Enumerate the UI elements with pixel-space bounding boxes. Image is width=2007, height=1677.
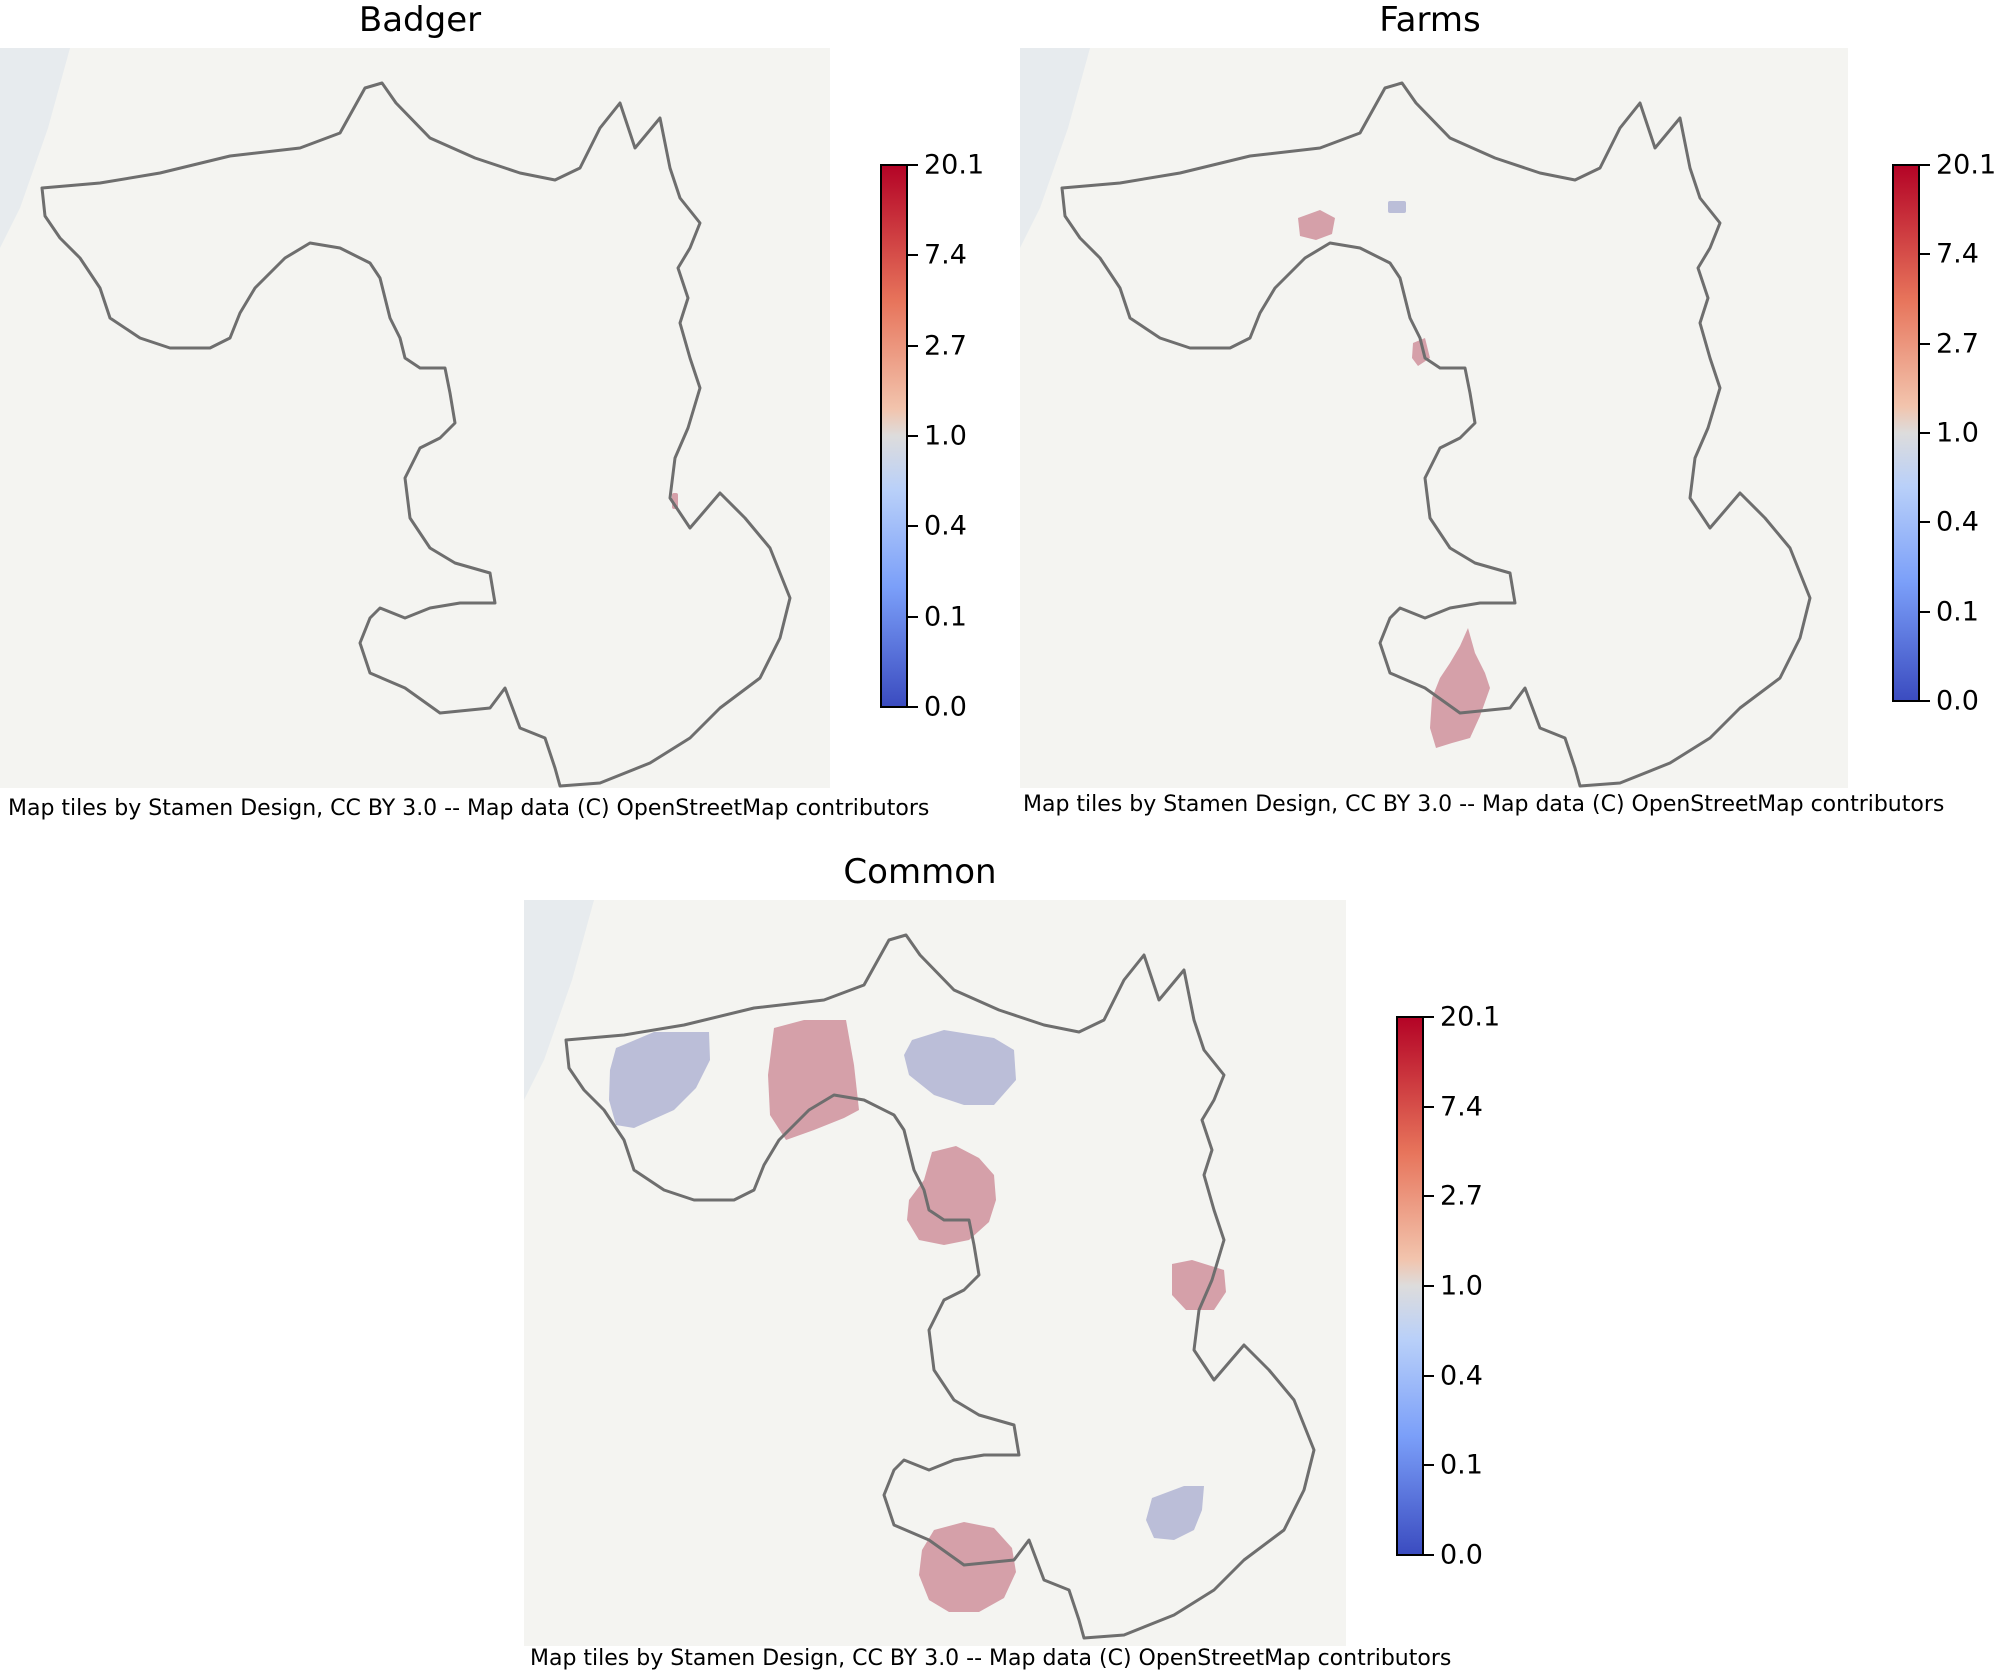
colorbar-gradient [880, 164, 908, 708]
colorbar-tick-label: 7.4 [1936, 238, 1979, 270]
colorbar-tick-label: 1.0 [1936, 417, 1979, 449]
patch-farms-3 [1430, 628, 1490, 748]
map-badger-svg [0, 48, 830, 788]
colorbar-tick [1424, 1285, 1434, 1287]
colorbar-badger: 20.1 7.4 2.7 1.0 0.4 0.1 0.0 [880, 152, 1000, 721]
colorbar-tick-label: 0.0 [1936, 685, 1979, 717]
colorbar-tick [1920, 432, 1930, 434]
map-common[interactable] [524, 900, 1346, 1646]
colorbar-tick-label: 2.7 [1440, 1180, 1483, 1212]
map-tile-background [0, 48, 830, 788]
colorbar-tick-label: 20.1 [1936, 149, 1997, 181]
patch-common-0 [609, 1032, 710, 1128]
colorbar-tick-label: 0.0 [1440, 1539, 1483, 1571]
colorbar-common: 20.1 7.4 2.7 1.0 0.4 0.1 0.0 [1396, 1004, 1511, 1569]
map-badger[interactable] [0, 48, 830, 788]
patch-common-4 [1172, 1260, 1226, 1310]
colorbar-tick-label: 1.0 [1440, 1270, 1483, 1302]
colorbar-tick [1920, 342, 1930, 345]
colorbar-tick [908, 525, 918, 528]
colorbar-tick [1424, 1195, 1434, 1198]
colorbar-tick-label: 20.1 [1440, 1001, 1501, 1033]
patch-farms-0 [1298, 210, 1335, 240]
panel-title-badger: Badger [358, 0, 482, 40]
colorbar-tick-label: 0.4 [1936, 506, 1979, 538]
sea-area [524, 900, 594, 1100]
colorbar-tick-label: 2.7 [924, 330, 967, 362]
colorbar-tick [908, 615, 918, 618]
patch-common-5 [1146, 1486, 1204, 1540]
map-farms[interactable] [1020, 48, 1848, 788]
patch-common-2 [904, 1030, 1016, 1105]
colorbar-tick-label: 20.1 [924, 149, 985, 181]
colorbar-tick [1920, 253, 1930, 256]
colorbar-tick-label: 0.4 [924, 510, 967, 542]
patch-common-6 [919, 1522, 1016, 1612]
colorbar-tick-label: 1.0 [924, 420, 967, 452]
colorbar-gradient [1892, 164, 1920, 702]
colorbar-tick-label: 0.1 [1936, 596, 1979, 628]
colorbar-tick [908, 435, 918, 437]
region-boundary [40, 81, 792, 788]
attribution-badger: Map tiles by Stamen Design, CC BY 3.0 --… [8, 796, 930, 821]
colorbar-gradient [1396, 1016, 1424, 1556]
colorbar-tick [908, 164, 918, 166]
patch-common-1 [768, 1020, 859, 1140]
patch-farms-1 [1388, 201, 1406, 213]
colorbar-tick [1920, 700, 1930, 702]
patch-common-3 [907, 1146, 996, 1245]
colorbar-tick-label: 0.0 [924, 691, 967, 723]
panel-title-common: Common [843, 852, 997, 892]
colorbar-tick [1920, 521, 1930, 524]
colorbar-tick-label: 7.4 [924, 239, 967, 271]
attribution-farms: Map tiles by Stamen Design, CC BY 3.0 --… [1023, 792, 1945, 817]
colorbar-farms: 20.1 7.4 2.7 1.0 0.4 0.1 0.0 [1892, 152, 2007, 715]
region-boundary [564, 933, 1316, 1640]
panel-title-farms: Farms [1379, 0, 1481, 40]
colorbar-tick [908, 706, 918, 708]
colorbar-tick [1424, 1464, 1434, 1467]
region-boundary [1060, 81, 1812, 788]
colorbar-tick [1424, 1016, 1434, 1018]
colorbar-tick [1424, 1105, 1434, 1108]
map-common-svg [524, 900, 1346, 1646]
map-farms-svg [1020, 48, 1848, 788]
colorbar-tick [908, 344, 918, 347]
colorbar-tick-label: 0.1 [1440, 1449, 1483, 1481]
colorbar-tick-label: 0.1 [924, 601, 967, 633]
attribution-common: Map tiles by Stamen Design, CC BY 3.0 --… [530, 1646, 1452, 1671]
colorbar-tick [908, 254, 918, 257]
colorbar-tick-label: 0.4 [1440, 1360, 1483, 1392]
colorbar-tick [1424, 1374, 1434, 1377]
sea-area [0, 48, 70, 248]
colorbar-tick [1920, 164, 1930, 166]
map-tile-background [1020, 48, 1848, 788]
colorbar-tick-label: 7.4 [1440, 1091, 1483, 1123]
colorbar-tick-label: 2.7 [1936, 328, 1979, 360]
colorbar-tick [1424, 1554, 1434, 1556]
sea-area [1020, 48, 1090, 248]
colorbar-tick [1920, 610, 1930, 613]
